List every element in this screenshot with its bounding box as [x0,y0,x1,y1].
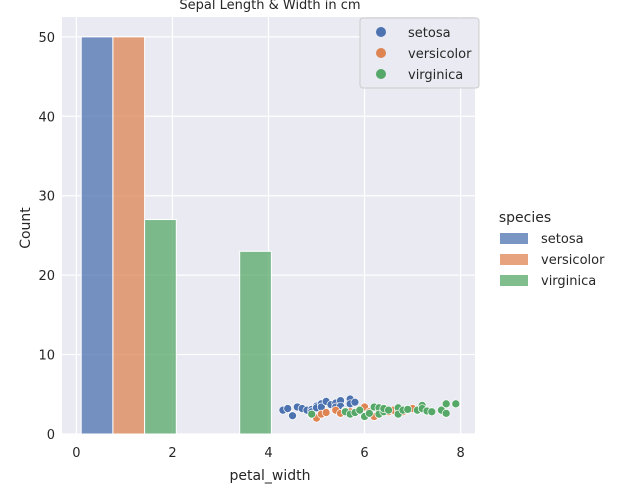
histogram-legend-swatch-versicolor [500,254,528,265]
y-tick-label: 50 [38,31,55,46]
bars [80,36,272,435]
histogram-legend-label-setosa: setosa [541,232,584,247]
point-virginica [441,408,451,418]
point-virginica [364,408,374,418]
histogram-legend: species setosa versicolor virginica [499,210,605,289]
point-virginica [451,399,461,409]
x-tick-labels: 0 2 4 6 8 [72,446,464,461]
point-virginica [307,409,317,419]
point-setosa [283,404,293,413]
y-tick-label: 20 [38,269,55,284]
x-axis-label: petal_width [229,468,310,484]
y-tick-label: 0 [47,428,55,443]
x-tick-label: 0 [72,446,80,461]
scatter-legend-box [359,17,480,89]
histogram-legend-swatch-virginica [500,275,528,286]
point-virginica [355,405,365,415]
histogram-legend-label-virginica: virginica [541,274,596,289]
scatter-points [278,394,461,423]
bar-versicolor [112,36,146,435]
y-tick-label: 40 [38,110,55,125]
scatter-legend-marker-versicolor [376,48,386,58]
chart-title: Sepal Length & Width in cm [179,0,360,13]
scatter-legend-marker-virginica [376,69,386,79]
x-tick-label: 6 [360,446,368,461]
scatter-legend: setosa versicolor virginica [359,17,480,89]
point-virginica [403,405,413,414]
bar-setosa [80,36,114,435]
point-setosa [288,411,297,421]
scatter-legend-marker-setosa [376,27,386,37]
y-tick-label: 30 [38,190,55,205]
histogram-legend-label-versicolor: versicolor [541,253,605,268]
scatter-legend-label-setosa: setosa [408,26,451,41]
x-tick-label: 2 [168,446,176,461]
histogram-legend-title: species [499,210,551,226]
histogram-legend-swatch-setosa [500,233,528,244]
y-axis-label: Count [18,207,34,249]
scatter-legend-label-versicolor: versicolor [408,47,472,62]
bar-virginica [239,250,272,435]
point-virginica [427,407,437,417]
point-setosa [350,397,360,407]
point-versicolor [321,408,331,417]
bar-virginica [144,219,177,435]
y-tick-label: 10 [38,349,55,364]
x-tick-label: 8 [456,446,464,461]
point-virginica [441,399,451,409]
point-virginica [384,405,393,415]
scatter-legend-label-virginica: virginica [408,68,463,83]
x-tick-label: 4 [264,446,272,461]
y-tick-labels: 0 10 20 30 40 50 [38,31,55,443]
